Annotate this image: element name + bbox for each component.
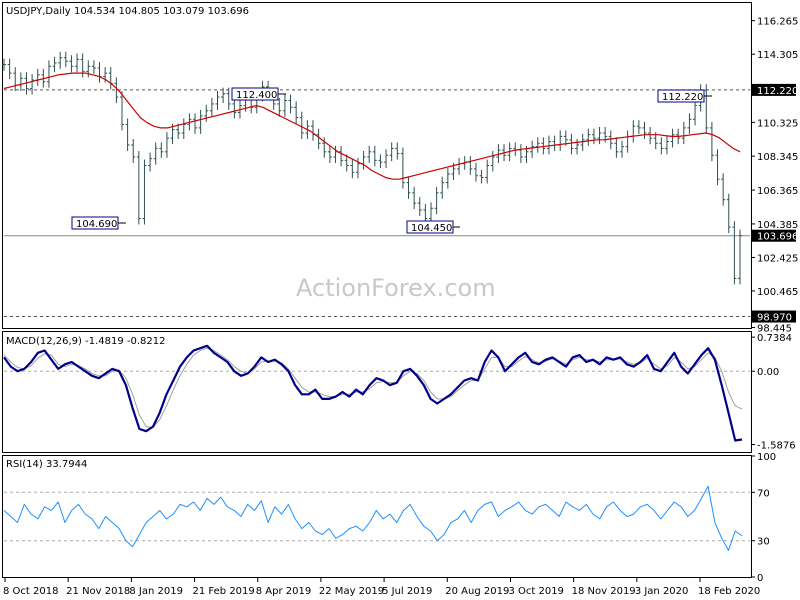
price-ytick-label: 103.696: [757, 232, 798, 243]
xtick-label: 22 May 2019: [319, 586, 384, 597]
xtick-label: 18 Feb 2020: [698, 586, 760, 597]
xtick-label: 21 Nov 2018: [66, 586, 130, 597]
ohlc-readout: 104.534 104.805 103.079 103.696: [74, 6, 249, 17]
annotation-label: 104.690: [76, 219, 117, 230]
macd-ytick-label: -1.5876: [757, 441, 796, 452]
price-title: USDJPY,Daily: [6, 6, 71, 17]
rsi-ytick-label: 30: [757, 537, 770, 548]
price-ytick-highlight: [752, 83, 796, 96]
price-ytick-label: 106.365: [757, 186, 798, 197]
watermark: ActionForex.com: [296, 274, 496, 302]
annotation-label: 112.220: [662, 92, 703, 103]
price-ytick-label: 114.305: [757, 50, 798, 61]
rsi-ytick-label: 70: [757, 488, 770, 499]
sma-line: [3, 72, 741, 180]
rsi-ytick-label: 0: [757, 573, 763, 584]
price-panel-frame: [2, 2, 752, 329]
xtick-label: 8 Jan 2019: [129, 586, 183, 597]
signal-line: [3, 347, 743, 428]
macd-title: MACD(12,26,9) -1.4819 -0.8212: [6, 336, 166, 347]
price-ytick-label: 98.445: [757, 324, 792, 335]
price-ytick-label: 102.425: [757, 253, 798, 264]
rsi-panel-frame: [2, 455, 752, 578]
macd-ytick-label: 0.7384: [757, 333, 792, 344]
xtick-label: 21 Feb 2019: [193, 586, 255, 597]
xtick-label: 8 Apr 2019: [256, 586, 311, 597]
price-ytick-label: 98.970: [757, 313, 792, 324]
xtick-label: 5 Jul 2019: [382, 586, 432, 597]
macd-ytick-label: 0.00: [757, 367, 779, 378]
xtick-label: 8 Oct 2018: [3, 586, 58, 597]
macd-panel-frame: [2, 331, 752, 453]
annotation-label: 112.400: [236, 90, 277, 101]
price-ytick-label: 100.465: [757, 287, 798, 298]
xtick-label: 3 Jan 2020: [635, 586, 689, 597]
price-ytick-label: 110.325: [757, 118, 798, 129]
price-ytick-label: 108.345: [757, 152, 798, 163]
xtick-label: 20 Aug 2019: [445, 586, 509, 597]
rsi-ytick-label: 100: [757, 452, 776, 463]
xtick-label: 3 Oct 2019: [508, 586, 563, 597]
price-ytick-label: 104.385: [757, 220, 798, 231]
price-ytick-label: 116.265: [757, 17, 798, 28]
price-ytick-highlight: [752, 229, 796, 242]
price-ytick-label: 112.220: [757, 86, 798, 97]
rsi-line: [3, 485, 743, 551]
xtick-label: 18 Nov 2019: [572, 586, 636, 597]
rsi-title: RSI(14) 33.7944: [6, 459, 87, 470]
price-ytick-highlight: [752, 310, 796, 323]
annotation-label: 104.450: [411, 223, 452, 234]
macd-line: [3, 344, 743, 442]
